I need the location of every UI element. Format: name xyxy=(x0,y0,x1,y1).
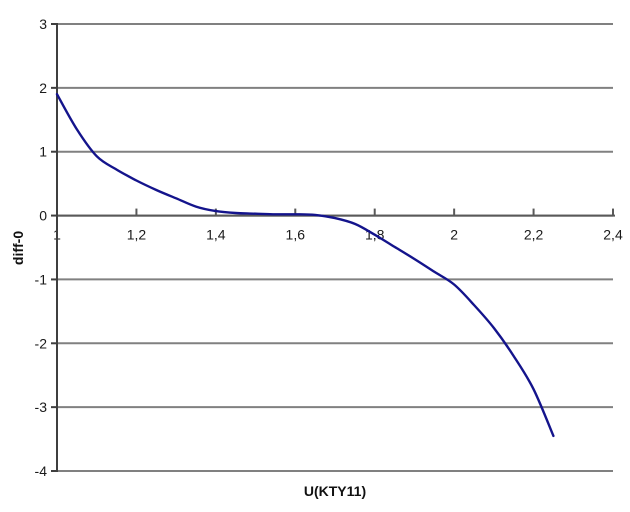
y-tick-label: 3 xyxy=(39,16,47,32)
y-tick-label: 1 xyxy=(39,144,47,160)
y-tick-label: 2 xyxy=(39,80,47,96)
y-tick-label: 0 xyxy=(39,208,47,224)
x-tick-label: 1,2 xyxy=(127,227,147,243)
y-tick-label: -1 xyxy=(35,271,48,287)
x-tick-label: 1,6 xyxy=(286,227,306,243)
x-tick-label: 2,4 xyxy=(603,227,623,243)
y-tick-label: -2 xyxy=(35,335,48,351)
x-tick-label: 2 xyxy=(450,227,458,243)
x-tick-label: 1,4 xyxy=(206,227,226,243)
y-tick-label: -4 xyxy=(35,463,48,479)
x-axis-title: U(KTY11) xyxy=(303,483,367,499)
x-tick-label: 2,2 xyxy=(524,227,544,243)
y-axis-title: diff-0 xyxy=(10,230,26,266)
y-tick-label: -3 xyxy=(35,399,48,415)
series-curve xyxy=(55,93,555,438)
